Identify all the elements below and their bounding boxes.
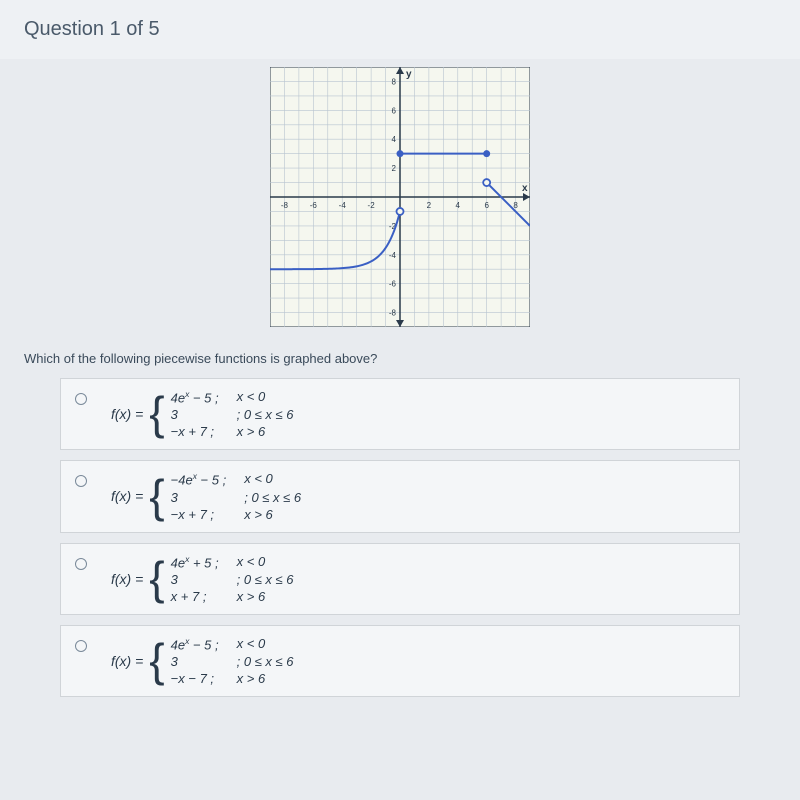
svg-text:4: 4 <box>456 201 461 210</box>
piece-expression: 4ex − 5 ; <box>171 389 219 405</box>
piece-expression: −4ex − 5 ; <box>171 471 227 487</box>
radio-button[interactable] <box>75 475 87 487</box>
question-prompt: Which of the following piecewise functio… <box>0 343 800 378</box>
pieces-grid: 4ex − 5 ; x < 0 3 ; 0 ≤ x ≤ 6 −x + 7 ; x > 6 <box>171 389 294 439</box>
svg-text:x: x <box>522 183 528 194</box>
radio-button[interactable] <box>75 558 87 570</box>
piece-condition: x > 6 <box>244 507 301 522</box>
svg-text:2: 2 <box>392 164 397 173</box>
brace-icon: { <box>149 558 164 599</box>
piece-expression: x + 7 ; <box>171 589 219 604</box>
radio-button[interactable] <box>75 640 87 652</box>
piece-condition: x < 0 <box>237 636 294 652</box>
piece-condition: x < 0 <box>237 389 294 405</box>
piece-condition: ; 0 ≤ x ≤ 6 <box>244 490 301 505</box>
piece-condition: x > 6 <box>237 424 294 439</box>
svg-text:y: y <box>406 69 412 80</box>
answer-option-0[interactable]: f(x) = {4ex − 5 ; x < 0 3 ; 0 ≤ x ≤ 6 −x + 7 … <box>60 378 740 450</box>
answer-option-2[interactable]: f(x) = {4ex + 5 ; x < 0 3 ; 0 ≤ x ≤ 6 x + 7 ;… <box>60 543 740 615</box>
pieces-grid: 4ex − 5 ; x < 0 3 ; 0 ≤ x ≤ 6 −x − 7 ; x > 6 <box>171 636 294 686</box>
piecewise-graph: yx-8-6-4-22468-8-6-4-22468 <box>270 67 530 327</box>
question-title: Question 1 of 5 <box>24 18 160 40</box>
function-definition: f(x) = {4ex − 5 ; x < 0 3 ; 0 ≤ x ≤ 6 −x + 7 … <box>111 389 294 439</box>
function-definition: f(x) = {4ex + 5 ; x < 0 3 ; 0 ≤ x ≤ 6 x + 7 ;… <box>111 554 294 604</box>
fx-label: f(x) = <box>111 488 143 504</box>
brace-icon: { <box>149 393 164 434</box>
fx-label: f(x) = <box>111 653 143 669</box>
svg-text:2: 2 <box>427 201 432 210</box>
piece-expression: 3 <box>171 407 219 422</box>
piece-expression: −x − 7 ; <box>171 671 219 686</box>
piece-condition: x < 0 <box>244 471 301 487</box>
fx-label: f(x) = <box>111 406 143 422</box>
svg-text:-6: -6 <box>389 280 397 289</box>
answer-option-1[interactable]: f(x) = { −4ex − 5 ; x < 0 3 ; 0 ≤ x ≤ 6 −x + 7… <box>60 460 740 532</box>
svg-text:-4: -4 <box>339 201 347 210</box>
brace-icon: { <box>149 640 164 681</box>
piece-condition: ; 0 ≤ x ≤ 6 <box>237 407 294 422</box>
pieces-grid: 4ex + 5 ; x < 0 3 ; 0 ≤ x ≤ 6 x + 7 ; x > 6 <box>171 554 294 604</box>
piece-condition: ; 0 ≤ x ≤ 6 <box>237 572 294 587</box>
piece-expression: 4ex + 5 ; <box>171 554 219 570</box>
piece-expression: 3 <box>171 490 227 505</box>
svg-text:-2: -2 <box>368 201 376 210</box>
svg-text:8: 8 <box>392 77 397 86</box>
svg-text:-6: -6 <box>310 201 318 210</box>
radio-button[interactable] <box>75 393 87 405</box>
function-definition: f(x) = { −4ex − 5 ; x < 0 3 ; 0 ≤ x ≤ 6 −x + 7… <box>111 471 301 521</box>
graph-container: yx-8-6-4-22468-8-6-4-22468 <box>0 59 800 343</box>
svg-text:4: 4 <box>392 135 397 144</box>
question-header: Question 1 of 5 <box>0 0 800 59</box>
svg-text:-8: -8 <box>281 201 289 210</box>
function-definition: f(x) = {4ex − 5 ; x < 0 3 ; 0 ≤ x ≤ 6 −x − 7 … <box>111 636 294 686</box>
svg-text:-4: -4 <box>389 251 397 260</box>
piece-condition: x < 0 <box>237 554 294 570</box>
piece-expression: 3 <box>171 654 219 669</box>
piece-expression: −x + 7 ; <box>171 507 227 522</box>
piece-condition: x > 6 <box>237 589 294 604</box>
svg-text:6: 6 <box>484 201 489 210</box>
piece-condition: ; 0 ≤ x ≤ 6 <box>237 654 294 669</box>
fx-label: f(x) = <box>111 571 143 587</box>
piece-condition: x > 6 <box>237 671 294 686</box>
answer-option-3[interactable]: f(x) = {4ex − 5 ; x < 0 3 ; 0 ≤ x ≤ 6 −x − 7 … <box>60 625 740 697</box>
answer-options: f(x) = {4ex − 5 ; x < 0 3 ; 0 ≤ x ≤ 6 −x + 7 … <box>0 378 800 697</box>
piece-expression: −x + 7 ; <box>171 424 219 439</box>
svg-text:6: 6 <box>392 106 397 115</box>
piece-expression: 4ex − 5 ; <box>171 636 219 652</box>
svg-text:-8: -8 <box>389 309 397 318</box>
brace-icon: { <box>149 476 164 517</box>
pieces-grid: −4ex − 5 ; x < 0 3 ; 0 ≤ x ≤ 6 −x + 7 ; x > 6 <box>171 471 301 521</box>
piece-expression: 3 <box>171 572 219 587</box>
